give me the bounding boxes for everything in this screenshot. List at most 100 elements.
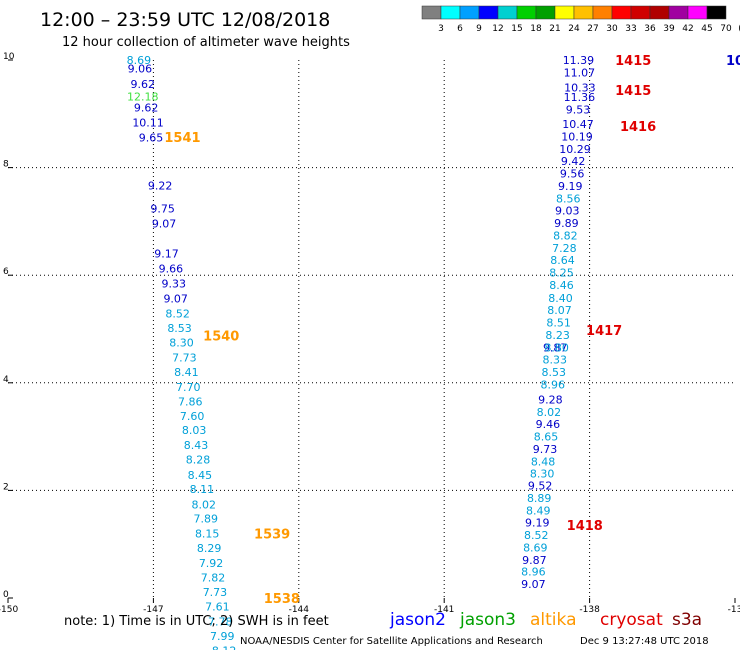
pass-time-label: 10 bbox=[726, 54, 740, 69]
pass-time-label: 1415 bbox=[615, 84, 651, 99]
color-swatch bbox=[516, 5, 537, 20]
wave-height-value: 9.03 bbox=[555, 205, 580, 218]
wave-height-value: 9.65 bbox=[139, 131, 164, 144]
y-tick-label: 10 bbox=[3, 52, 15, 62]
wave-height-value: 9.06 bbox=[128, 63, 153, 76]
wave-height-value: 8.07 bbox=[547, 304, 572, 317]
color-scale-label: 9 bbox=[476, 24, 482, 34]
wave-height-value: 7.78 bbox=[208, 616, 233, 629]
wave-height-value: 9.19 bbox=[525, 517, 550, 530]
wave-height-value: 9.62 bbox=[134, 101, 159, 114]
y-tick-label: 6 bbox=[3, 267, 9, 277]
wave-height-value: 9.52 bbox=[528, 480, 553, 493]
color-swatch bbox=[478, 5, 499, 20]
x-tick-label: -144 bbox=[289, 605, 310, 615]
wave-height-value: 8.11 bbox=[190, 483, 215, 496]
pass-time-label: 1418 bbox=[567, 519, 603, 534]
wave-height-value: 8.02 bbox=[537, 406, 562, 419]
color-scale-label: 12 bbox=[492, 24, 503, 34]
wave-height-value: 8.69 bbox=[523, 541, 548, 554]
color-swatch bbox=[630, 5, 651, 20]
wave-height-value: 8.23 bbox=[545, 329, 570, 342]
pass-time-labels: 1541 1540 1539 1538 1415 1415 1416 1417 1418 10 bbox=[164, 54, 740, 607]
wave-height-value: 9.87 bbox=[522, 554, 547, 567]
wave-height-value: 9.07 bbox=[521, 578, 546, 591]
footer-credit: NOAA/NESDIS Center for Satellite Applica… bbox=[240, 636, 543, 647]
wave-height-value: 7.61 bbox=[205, 601, 230, 614]
wave-height-value: 8.53 bbox=[541, 366, 566, 379]
wave-height-value: 7.28 bbox=[552, 242, 577, 255]
wave-height-value: 8.30 bbox=[169, 336, 194, 349]
color-scale-label: 18 bbox=[530, 24, 542, 34]
color-scale-label: (ft) bbox=[738, 24, 740, 34]
x-tick-label: -141 bbox=[434, 605, 454, 615]
wave-height-value: 8.51 bbox=[546, 317, 571, 330]
wave-height-value: 10.19 bbox=[561, 130, 593, 143]
color-scale-label: 42 bbox=[682, 24, 693, 34]
color-swatch bbox=[592, 5, 613, 20]
wave-height-value: 10.47 bbox=[562, 118, 594, 131]
x-tick-label: -13 bbox=[728, 605, 740, 615]
footer-timestamp: Dec 9 13:27:48 UTC 2018 bbox=[580, 636, 709, 647]
satellite-legend-altika: altika bbox=[530, 610, 577, 630]
wave-height-value: 11.36 bbox=[564, 91, 596, 104]
pass-time-label: 1541 bbox=[164, 131, 200, 146]
wave-height-value: 8.69 bbox=[127, 54, 152, 67]
chart-title: 12:00 – 23:59 UTC 12/08/2018 bbox=[40, 9, 330, 31]
x-tick-label: -147 bbox=[143, 605, 163, 615]
wave-height-value: 9.53 bbox=[566, 103, 591, 116]
wave-height-value: 8.02 bbox=[192, 498, 217, 511]
satellite-legend-cryosat: cryosat bbox=[600, 610, 663, 630]
wave-height-value: 8.89 bbox=[527, 492, 552, 505]
wave-height-value: 9.07 bbox=[163, 292, 188, 305]
wave-height-value: 8.43 bbox=[184, 439, 209, 452]
y-tick-label: 2 bbox=[3, 482, 9, 492]
pass-time-label: 1417 bbox=[586, 324, 622, 339]
y-tick-label: 0 bbox=[3, 590, 9, 600]
wave-height-value: 8.53 bbox=[167, 322, 192, 335]
wave-height-value: 7.73 bbox=[203, 586, 228, 599]
wave-height-value: 9.22 bbox=[148, 179, 173, 192]
wave-height-value: 11.39 bbox=[563, 54, 595, 67]
wave-height-value: 8.45 bbox=[188, 469, 213, 482]
wave-height-value: 9.33 bbox=[162, 277, 187, 290]
wave-height-value: 8.40 bbox=[548, 292, 573, 305]
color-swatch bbox=[668, 5, 689, 20]
color-scale-label: 24 bbox=[568, 24, 580, 34]
wave-height-value: 8.41 bbox=[174, 366, 199, 379]
wave-height-value: 9.89 bbox=[554, 217, 579, 230]
pass-time-label: 1415 bbox=[615, 54, 651, 69]
wave-height-value: 9.62 bbox=[130, 78, 155, 91]
satellite-legend-s3a: s3a bbox=[672, 610, 702, 630]
wave-height-value: 8.12 bbox=[212, 645, 237, 650]
wave-height-value: 7.86 bbox=[178, 396, 203, 409]
wave-height-value: 8.29 bbox=[197, 542, 222, 555]
wave-height-value: 8.96 bbox=[521, 566, 546, 579]
wave-height-value: 8.65 bbox=[534, 431, 559, 444]
wave-height-value: 8.46 bbox=[549, 279, 574, 292]
chart-subtitle: 12 hour collection of altimeter wave hei… bbox=[62, 35, 350, 50]
wave-height-value: 8.96 bbox=[541, 378, 566, 391]
wave-height-value: 10.11 bbox=[132, 116, 164, 129]
wave-height-value: 8.52 bbox=[524, 529, 549, 542]
wave-height-value: 7.99 bbox=[210, 630, 235, 643]
pass-time-label: 1416 bbox=[620, 120, 656, 135]
color-swatch bbox=[706, 5, 727, 20]
color-swatch bbox=[421, 5, 442, 20]
wave-height-value: 8.48 bbox=[531, 455, 556, 468]
wave-height-value: 9.28 bbox=[538, 393, 563, 406]
wave-height-value: 9.19 bbox=[558, 180, 583, 193]
y-tick-label: 4 bbox=[3, 375, 9, 385]
wave-height-value: 9.07 bbox=[152, 218, 177, 231]
color-swatch bbox=[497, 5, 518, 20]
wave-height-value: 9.66 bbox=[159, 263, 184, 276]
wave-height-value: 8.49 bbox=[526, 504, 551, 517]
wave-height-value: 7.82 bbox=[201, 572, 226, 585]
wave-height-value: 8.56 bbox=[556, 192, 581, 205]
wave-height-value: 9.73 bbox=[533, 443, 558, 456]
wave-height-value: 9.17 bbox=[154, 248, 179, 261]
color-swatch bbox=[687, 5, 708, 20]
satellite-legend-jason3: jason3 bbox=[459, 610, 516, 630]
wave-height-value: 7.70 bbox=[176, 381, 201, 394]
wave-height-value: 9.56 bbox=[560, 168, 585, 181]
